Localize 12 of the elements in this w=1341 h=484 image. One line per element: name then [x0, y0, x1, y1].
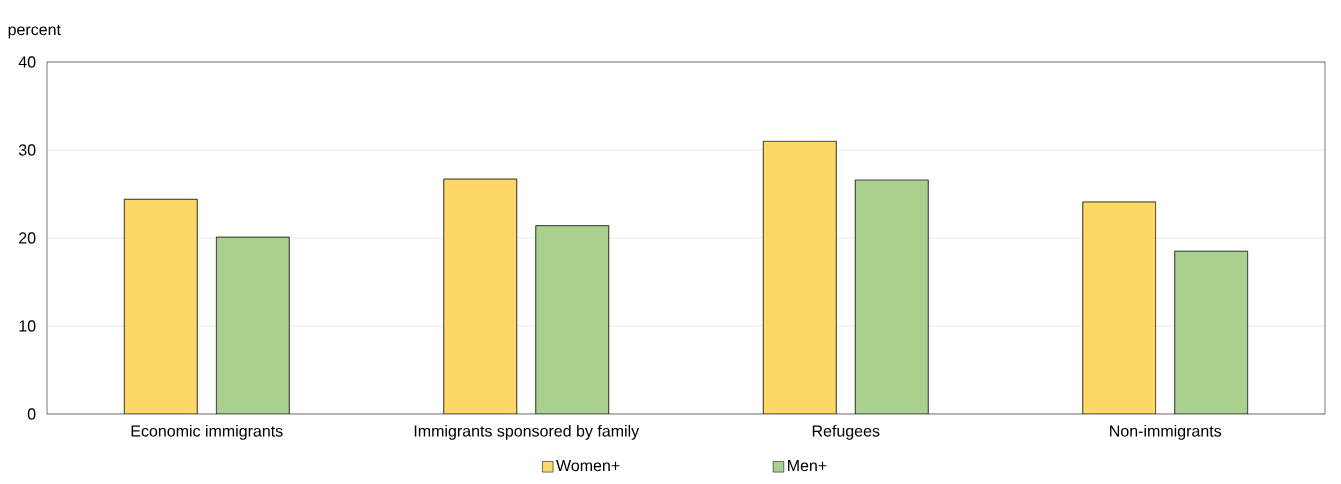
x-tick-label: Non-immigrants: [1110, 424, 1222, 440]
x-tick-label: Refugees: [812, 424, 880, 440]
y-tick-label: 0: [27, 408, 36, 420]
y-axis-title: percent: [8, 24, 61, 39]
x-tick-label: Immigrants sponsored by family: [414, 424, 640, 440]
y-tick-label: 40: [18, 56, 36, 68]
y-tick-label: 30: [18, 144, 36, 156]
legend-label: Women+: [556, 460, 620, 472]
x-tick-label: Economic immigrants: [131, 424, 283, 440]
y-tick-label: 20: [19, 232, 36, 244]
y-tick-label: 10: [19, 320, 36, 332]
legend-label: Men+: [788, 460, 827, 472]
